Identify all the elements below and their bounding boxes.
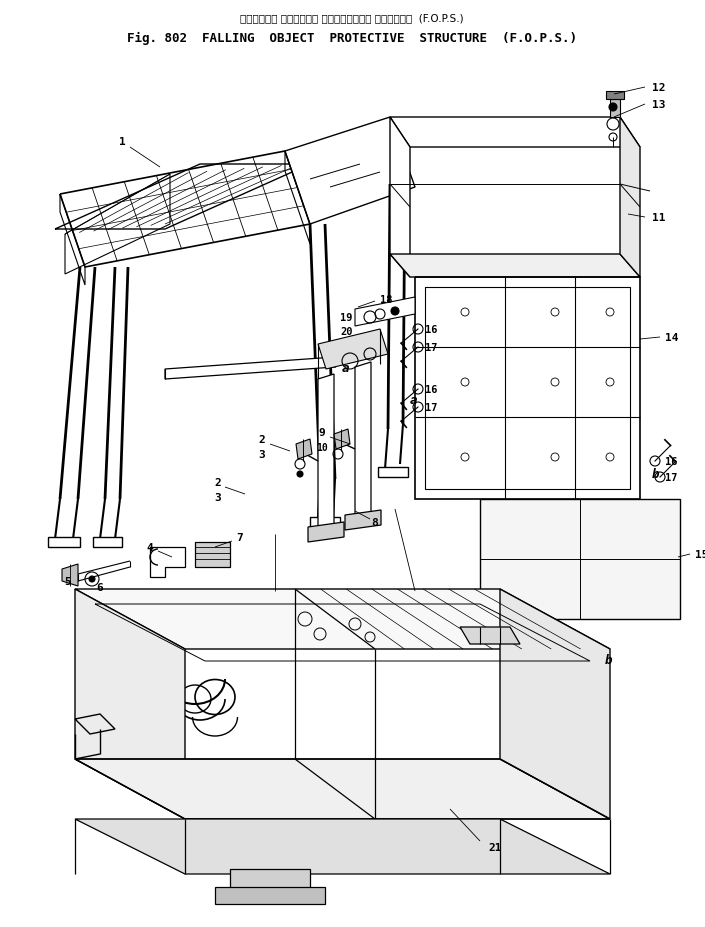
Text: 21: 21 — [488, 842, 501, 852]
Polygon shape — [334, 429, 350, 450]
Polygon shape — [310, 517, 340, 527]
Polygon shape — [308, 523, 344, 542]
Text: 15: 15 — [695, 550, 705, 559]
Text: ファーリング オブジェクト プロティクティブ ストラクチャ  (F.O.P.S.): ファーリング オブジェクト プロティクティブ ストラクチャ (F.O.P.S.) — [240, 13, 464, 23]
Text: 10: 10 — [316, 442, 328, 452]
Text: 1: 1 — [118, 137, 125, 146]
Polygon shape — [606, 92, 624, 100]
Text: 16: 16 — [665, 456, 678, 466]
Text: a: a — [341, 362, 349, 375]
Text: b: b — [651, 468, 658, 481]
Polygon shape — [318, 330, 388, 370]
Polygon shape — [75, 590, 610, 649]
Polygon shape — [195, 542, 230, 567]
Text: 18: 18 — [380, 295, 393, 305]
Text: b: b — [604, 653, 612, 666]
Polygon shape — [48, 538, 80, 548]
Polygon shape — [75, 590, 185, 819]
Polygon shape — [378, 467, 408, 477]
Circle shape — [391, 308, 399, 316]
Polygon shape — [620, 118, 640, 278]
Text: 20: 20 — [340, 326, 352, 337]
Text: a: a — [409, 393, 417, 406]
Polygon shape — [460, 628, 520, 644]
Text: Fig. 802  FALLING  OBJECT  PROTECTIVE  STRUCTURE  (F.O.P.S.): Fig. 802 FALLING OBJECT PROTECTIVE STRUC… — [127, 32, 577, 44]
Polygon shape — [390, 118, 410, 278]
Polygon shape — [93, 538, 122, 548]
Polygon shape — [215, 887, 325, 904]
Text: 9: 9 — [319, 427, 326, 438]
Text: 12: 12 — [652, 83, 666, 93]
Text: 3: 3 — [214, 492, 221, 502]
Text: 11: 11 — [652, 213, 666, 222]
Text: 3: 3 — [259, 450, 265, 460]
Text: 2: 2 — [259, 435, 265, 445]
Circle shape — [609, 104, 617, 112]
Polygon shape — [390, 255, 640, 278]
Text: 2: 2 — [214, 477, 221, 488]
Polygon shape — [500, 590, 610, 819]
Text: 16: 16 — [425, 385, 438, 395]
Polygon shape — [355, 362, 371, 523]
Polygon shape — [345, 511, 381, 530]
Polygon shape — [230, 870, 310, 889]
Circle shape — [297, 472, 303, 477]
Polygon shape — [165, 358, 335, 379]
Text: 7: 7 — [237, 532, 243, 542]
Circle shape — [89, 577, 95, 582]
Text: 5: 5 — [65, 577, 71, 587]
Text: 13: 13 — [652, 100, 666, 110]
Polygon shape — [318, 375, 334, 535]
Polygon shape — [75, 759, 610, 819]
Polygon shape — [390, 118, 640, 147]
Text: 8: 8 — [372, 517, 379, 527]
Polygon shape — [296, 439, 312, 460]
Text: 17: 17 — [425, 402, 438, 413]
Polygon shape — [480, 500, 680, 619]
Text: 4: 4 — [147, 542, 154, 552]
Text: 17: 17 — [665, 473, 678, 482]
Polygon shape — [285, 118, 415, 224]
Polygon shape — [75, 819, 610, 874]
Text: 19: 19 — [340, 312, 352, 323]
Polygon shape — [62, 565, 78, 587]
Polygon shape — [610, 100, 620, 118]
Text: 14: 14 — [665, 333, 678, 343]
Polygon shape — [355, 298, 415, 326]
Text: 17: 17 — [425, 343, 438, 352]
Text: 16: 16 — [425, 324, 438, 335]
Text: 6: 6 — [97, 582, 104, 592]
